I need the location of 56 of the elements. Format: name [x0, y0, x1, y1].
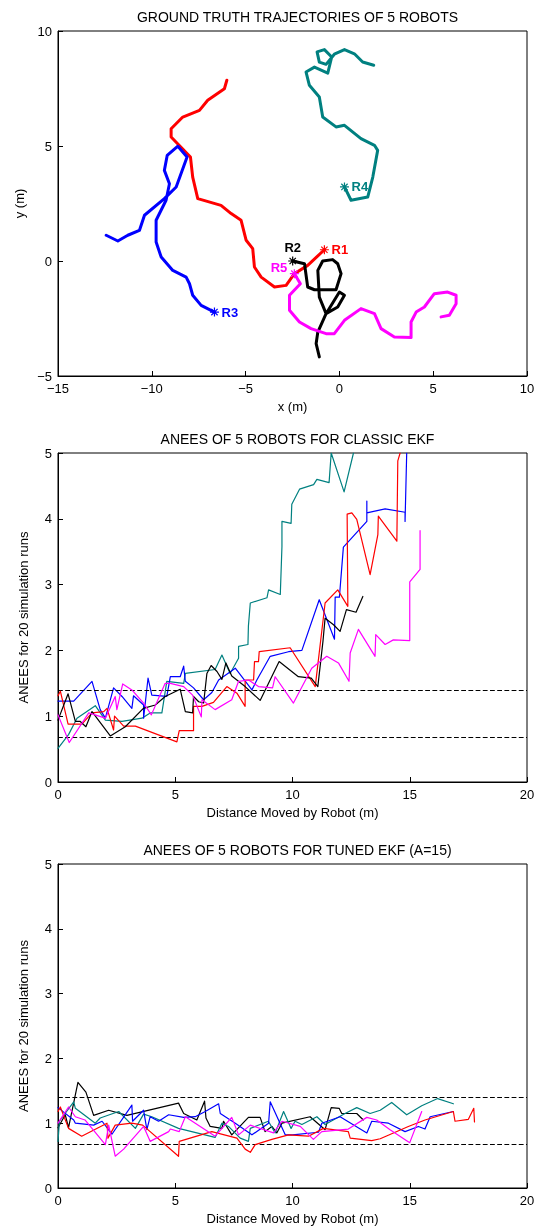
x-tick-label: 5: [171, 787, 179, 802]
series-label: R3: [221, 304, 239, 320]
y-tick-label: 5: [44, 856, 52, 872]
y-tick-label: −5: [37, 368, 52, 384]
y-tick-label: 0: [44, 774, 52, 790]
x-tick-label: −15: [46, 381, 70, 396]
y-tick-label: 1: [44, 1115, 52, 1131]
point: [287, 255, 298, 267]
x-tick-label: 20: [519, 1193, 535, 1208]
line-series: [57, 1101, 454, 1136]
y-tick-label: 4: [44, 921, 52, 937]
x-tick-label: 10: [285, 787, 300, 802]
series-label: R5: [270, 260, 288, 276]
point: [339, 181, 350, 193]
y-tick-label: 5: [44, 445, 52, 461]
x-tick-label: 0: [54, 787, 62, 802]
series-label: R1: [331, 242, 349, 258]
y-tick-label: 2: [44, 642, 52, 658]
y-tick-label: 3: [44, 577, 52, 593]
line-series: [57, 452, 355, 750]
x-tick-label: 15: [402, 1193, 417, 1208]
line-series: [57, 530, 421, 744]
series-label: R4: [351, 179, 369, 195]
x-tick-label: −10: [140, 381, 163, 396]
chart-title: ANEES OF 5 ROBOTS FOR CLASSIC EKF: [160, 431, 435, 447]
x-tick-label: 15: [402, 787, 417, 802]
chart-title: ANEES OF 5 ROBOTS FOR TUNED EKF (A=15): [143, 842, 452, 858]
y-tick-label: 0: [44, 253, 52, 269]
y-tick-label: 10: [37, 23, 52, 39]
y-tick-label: 4: [44, 511, 52, 527]
x-axis-title: Distance Moved by Robot (m): [206, 804, 379, 820]
series-label: R2: [284, 239, 301, 255]
y-tick-label: 5: [44, 138, 52, 154]
line-series: [57, 1097, 454, 1142]
y-axis-title: ANEES for 20 simulation runs: [16, 939, 31, 1112]
x-tick-label: 5: [171, 1193, 179, 1208]
x-tick-label: 20: [519, 787, 535, 802]
y-tick-label: 0: [44, 1180, 52, 1196]
x-tick-label: 0: [335, 381, 344, 396]
x-tick-label: 10: [285, 1193, 300, 1208]
y-axis-title: y (m): [12, 188, 28, 219]
y-tick-label: 2: [44, 1050, 52, 1066]
line-series: [304, 48, 380, 202]
x-axis-title: x (m): [277, 398, 308, 414]
x-axis-title: Distance Moved by Robot (m): [206, 1210, 379, 1226]
point: [319, 244, 330, 255]
x-tick-label: 5: [429, 381, 437, 396]
chart-title: GROUND TRUTH TRAJECTORIES OF 5 ROBOTS: [136, 9, 459, 25]
y-tick-label: 1: [44, 708, 52, 724]
point: [209, 306, 220, 318]
point: [289, 268, 300, 279]
y-axis-title: ANEES for 20 simulation runs: [16, 531, 31, 704]
y-tick-label: 3: [44, 986, 52, 1002]
x-tick-label: −5: [238, 381, 254, 396]
x-tick-label: 10: [519, 381, 535, 396]
x-tick-label: 0: [54, 1193, 62, 1208]
